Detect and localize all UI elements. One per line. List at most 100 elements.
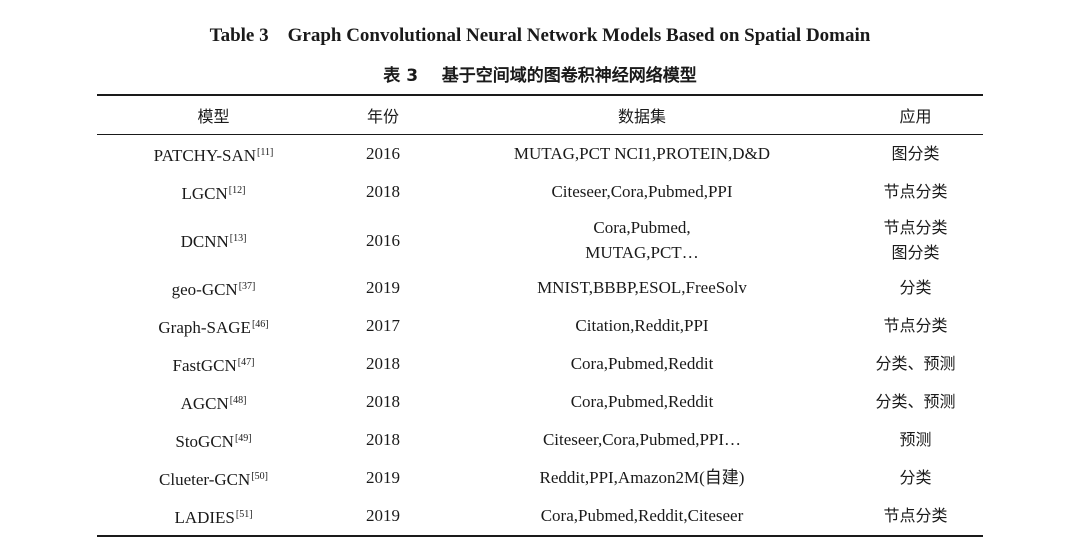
cell-model: LADIES[51]: [97, 497, 330, 537]
model-name: Clueter-GCN: [159, 469, 251, 489]
application-line: 节点分类: [883, 218, 948, 237]
cell-year: 2019: [366, 468, 400, 487]
cell-application: 节点分类: [848, 307, 983, 345]
header-model: 模型: [97, 94, 330, 135]
model-name: DCNN: [180, 232, 229, 251]
model-name: LADIES: [174, 507, 235, 527]
citation-ref: [47]: [237, 356, 255, 368]
application-line: 图分类: [891, 243, 940, 262]
cell-dataset: Citation,Reddit,PPI: [436, 307, 848, 345]
cell-application: 节点分类: [848, 497, 983, 537]
dataset-line: Citation,Reddit,PPI: [575, 316, 709, 335]
header-row: 模型 年份 数据集 应用: [97, 94, 983, 135]
application-line: 节点分类: [883, 182, 948, 201]
cell-model: geo-GCN[37]: [97, 269, 330, 307]
cell-year: 2016: [366, 144, 400, 163]
cell-dataset: MUTAG,PCT NCI1,PROTEIN,D&D: [436, 135, 848, 174]
application-line: 分类: [899, 278, 932, 297]
application-line: 分类、预测: [875, 354, 956, 373]
cell-year: 2019: [366, 278, 400, 297]
model-name: StoGCN: [175, 431, 234, 451]
dataset-line: Citeseer,Cora,Pubmed,PPI…: [542, 430, 742, 449]
dataset-line: Citeseer,Cora,Pubmed,PPI: [551, 182, 733, 201]
cell-application: 分类: [848, 459, 983, 497]
table-row: FastGCN[47] 2018 Cora,Pubmed,Reddit 分类、预测: [97, 345, 983, 383]
citation-ref: [46]: [251, 318, 269, 330]
cell-model: DCNN[13]: [97, 211, 330, 269]
cell-application: 图分类: [848, 135, 983, 174]
citation-ref: [50]: [251, 470, 268, 482]
citation-ref: [13]: [229, 233, 247, 244]
cell-model: Clueter-GCN[50]: [97, 459, 330, 497]
cell-application: 节点分类 图分类: [848, 211, 983, 269]
cell-dataset: MNIST,BBBP,ESOL,FreeSolv: [436, 269, 848, 307]
models-table: 模型 年份 数据集 应用 PATCHY-SAN[11] 2016 MUTAG,PCT…: [97, 94, 983, 537]
cell-year: 2017: [366, 316, 400, 335]
table-row: DCNN[13] 2016 Cora,Pubmed, MUTAG,PCT… 节点分类 图分…: [97, 211, 983, 269]
cell-model: AGCN[48]: [97, 383, 330, 421]
application-line: 分类: [899, 468, 932, 487]
table-row: LGCN[12] 2018 Citeseer,Cora,Pubmed,PPI 节点分类: [97, 173, 983, 211]
model-name: PATCHY-SAN: [153, 145, 257, 165]
cell-dataset: Cora,Pubmed, MUTAG,PCT…: [436, 211, 848, 269]
dataset-line: Cora,Pubmed,Reddit,Citeseer: [540, 506, 744, 525]
model-name: AGCN: [180, 393, 229, 413]
citation-ref: [48]: [229, 394, 247, 406]
cell-dataset: Cora,Pubmed,Reddit: [436, 345, 848, 383]
cell-dataset: Citeseer,Cora,Pubmed,PPI: [436, 173, 848, 211]
cell-year: 2016: [366, 230, 400, 250]
cell-model: StoGCN[49]: [97, 421, 330, 459]
header-dataset: 数据集: [436, 94, 848, 135]
application-line: 图分类: [891, 144, 940, 163]
cell-year: 2018: [366, 430, 400, 449]
cell-dataset: Reddit,PPI,Amazon2M(自建): [436, 459, 848, 497]
cell-dataset: Citeseer,Cora,Pubmed,PPI…: [436, 421, 848, 459]
table-row: Clueter-GCN[50] 2019 Reddit,PPI,Amazon2M(自…: [97, 459, 983, 497]
cell-application: 预测: [848, 421, 983, 459]
cell-dataset: Cora,Pubmed,Reddit: [436, 383, 848, 421]
model-name: LGCN: [181, 183, 228, 203]
citation-ref: [37]: [238, 280, 256, 292]
table-title-english: Table 3 Graph Convolutional Neural Netwo…: [209, 25, 871, 46]
cell-application: 节点分类: [848, 173, 983, 211]
header-application: 应用: [848, 94, 983, 135]
cell-model: PATCHY-SAN[11]: [97, 135, 330, 174]
table-row: StoGCN[49] 2018 Citeseer,Cora,Pubmed,PPI… 预…: [97, 421, 983, 459]
cell-year: 2018: [366, 182, 400, 201]
dataset-line: MUTAG,PCT…: [585, 243, 699, 262]
application-line: 节点分类: [883, 316, 948, 335]
cell-year: 2018: [366, 392, 400, 411]
cell-year: 2018: [366, 354, 400, 373]
application-line: 节点分类: [883, 506, 948, 525]
application-line: 预测: [899, 430, 932, 449]
dataset-line: MUTAG,PCT NCI1,PROTEIN,D&D: [513, 144, 771, 163]
dataset-line: Reddit,PPI,Amazon2M(自建): [539, 468, 745, 487]
dataset-line: Cora,Pubmed,Reddit: [570, 354, 714, 373]
table-row: geo-GCN[37] 2019 MNIST,BBBP,ESOL,FreeSolv 分…: [97, 269, 983, 307]
table-row: PATCHY-SAN[11] 2016 MUTAG,PCT NCI1,PROTEIN…: [97, 135, 983, 174]
model-name: Graph-SAGE: [158, 317, 251, 337]
cell-application: 分类: [848, 269, 983, 307]
cell-dataset: Cora,Pubmed,Reddit,Citeseer: [436, 497, 848, 537]
cell-model: Graph-SAGE[46]: [97, 307, 330, 345]
cell-year: 2019: [330, 497, 436, 537]
cell-application: 分类、预测: [848, 383, 983, 421]
table-row: Graph-SAGE[46] 2017 Citation,Reddit,PPI 节点分…: [97, 307, 983, 345]
table-row: AGCN[48] 2018 Cora,Pubmed,Reddit 分类、预测: [97, 383, 983, 421]
cell-application: 分类、预测: [848, 345, 983, 383]
cell-model: FastGCN[47]: [97, 345, 330, 383]
model-name: FastGCN: [172, 355, 237, 375]
table-header: 模型 年份 数据集 应用: [97, 94, 983, 135]
citation-ref: [49]: [234, 432, 252, 444]
table-body: PATCHY-SAN[11] 2016 MUTAG,PCT NCI1,PROTEIN…: [97, 135, 983, 537]
citation-ref: [51]: [235, 508, 253, 520]
model-name: geo-GCN: [171, 279, 238, 299]
header-year: 年份: [330, 94, 436, 135]
citation-ref: [11]: [257, 146, 274, 158]
cell-model: LGCN[12]: [97, 173, 330, 211]
dataset-line: Cora,Pubmed,Reddit: [570, 392, 714, 411]
table-row: LADIES[51] 2019 Cora,Pubmed,Reddit,Citesee…: [97, 497, 983, 537]
table-title-chinese: 表 3 基于空间域的图卷积神经网络模型: [383, 66, 697, 86]
dataset-line: MNIST,BBBP,ESOL,FreeSolv: [537, 278, 747, 297]
citation-ref: [12]: [228, 184, 246, 196]
